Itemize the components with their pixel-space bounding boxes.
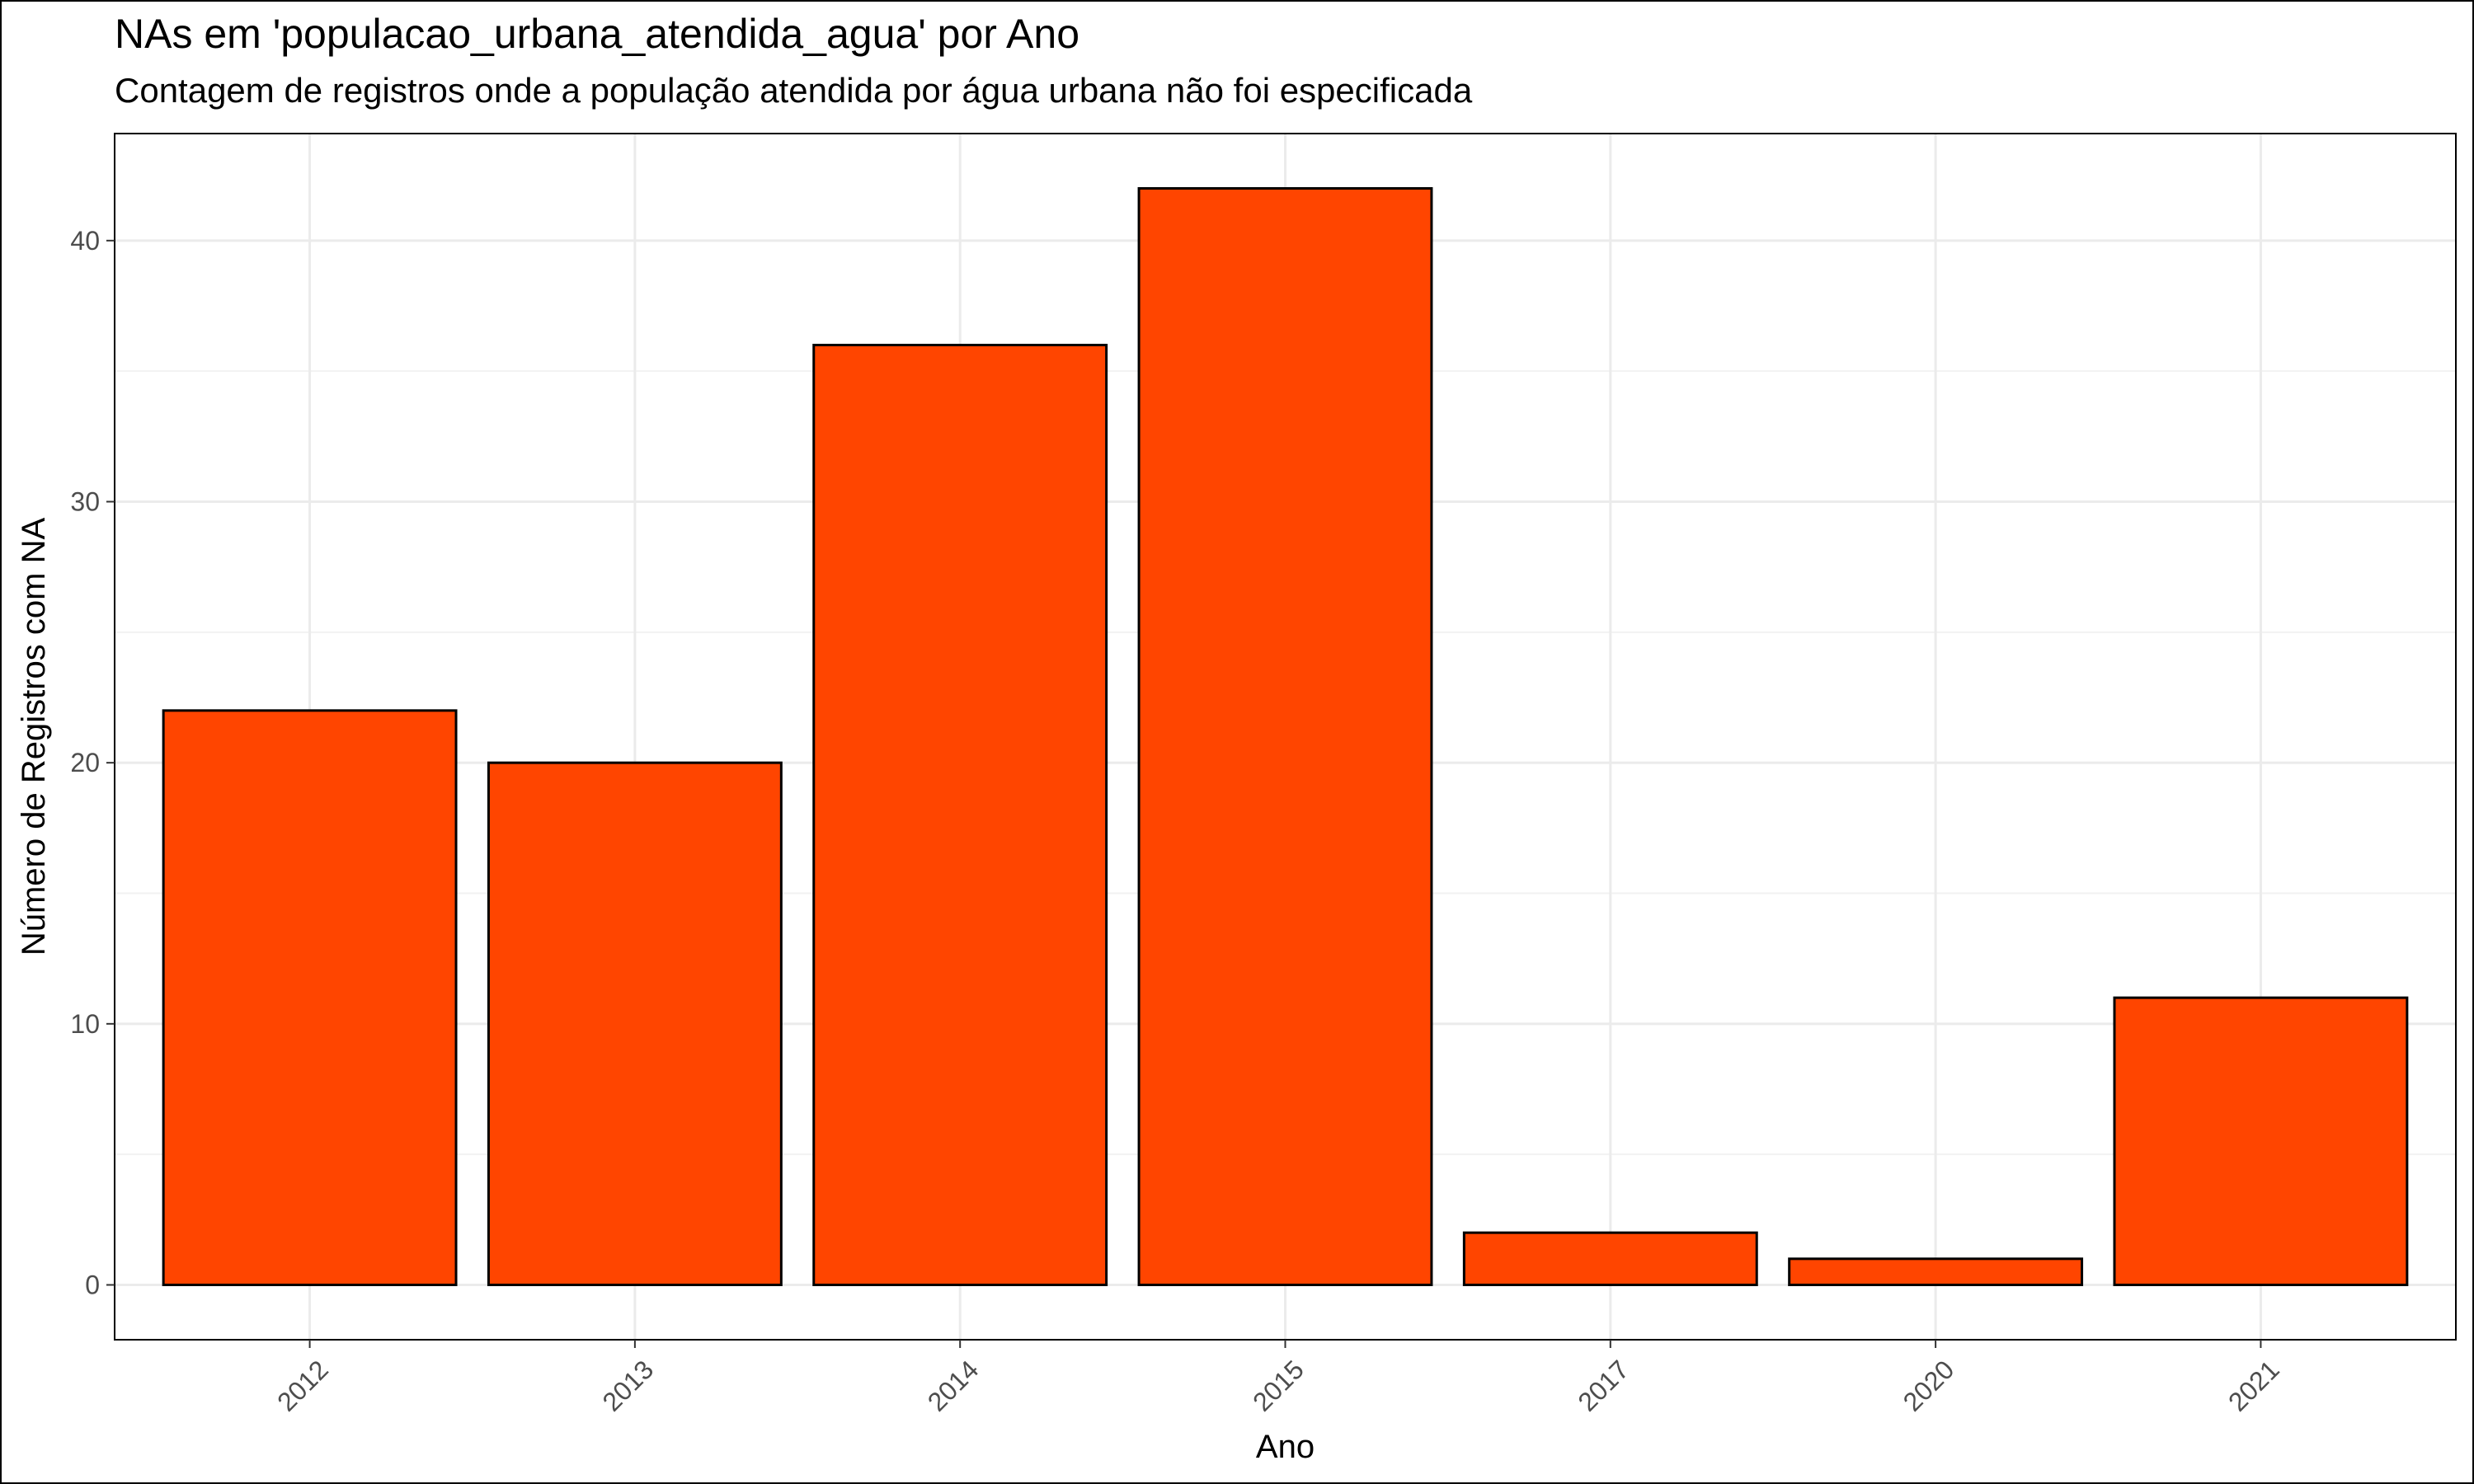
y-tick-label: 10 [70, 1009, 100, 1039]
x-axis-title: Ano [1256, 1429, 1315, 1465]
x-tick-label: 2014 [922, 1355, 985, 1417]
bar-2017 [1462, 1231, 1758, 1286]
x-tick-label: 2012 [271, 1355, 334, 1417]
bar-2013 [487, 761, 783, 1286]
chart-subtitle: Contagem de registros onde a população a… [115, 71, 1473, 110]
x-tick-label: 2021 [2222, 1355, 2285, 1417]
x-tick-label: 2015 [1247, 1355, 1310, 1417]
y-tick-label: 30 [70, 487, 100, 517]
bar-2014 [812, 344, 1108, 1286]
x-tick-label: 2017 [1572, 1355, 1634, 1417]
x-tick-label: 2013 [596, 1355, 659, 1417]
bar-2021 [2113, 996, 2409, 1286]
y-tick-label: 40 [70, 226, 100, 256]
y-axis-ticks: 0 10 20 30 40 [70, 226, 115, 1300]
x-axis-ticks: 2012 2013 2014 2015 2017 2020 2021 [271, 1340, 2285, 1417]
y-tick-label: 20 [70, 748, 100, 777]
bar-layer [162, 187, 2409, 1287]
x-tick-label: 2020 [1898, 1355, 1960, 1417]
bar-2015 [1137, 187, 1433, 1286]
y-axis-title: Número de Registros com NA [16, 518, 52, 956]
y-tick-label: 0 [85, 1270, 100, 1300]
bar-2020 [1788, 1257, 2084, 1287]
bar-2012 [162, 709, 458, 1286]
chart-title: NAs em 'populacao_urbana_atendida_agua' … [115, 11, 1079, 57]
